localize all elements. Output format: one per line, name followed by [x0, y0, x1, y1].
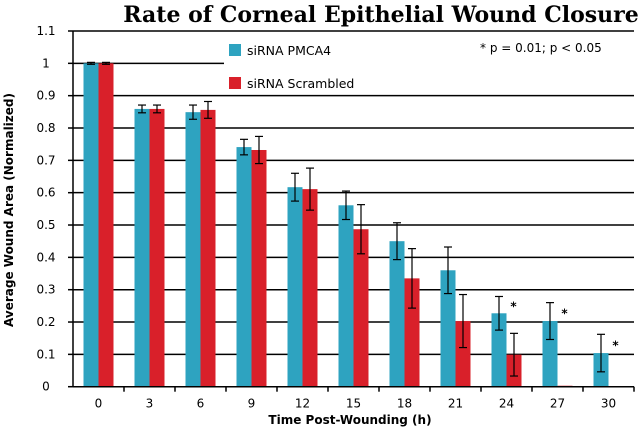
bar	[149, 108, 165, 387]
bar	[389, 241, 405, 387]
legend-label: siRNA PMCA4	[247, 43, 331, 58]
bar	[302, 189, 318, 387]
y-axis-label: Average Wound Area (Normalized)	[2, 93, 16, 327]
bar	[98, 63, 114, 387]
legend-label: siRNA Scrambled	[247, 76, 354, 91]
y-tick-label: 0.4	[36, 250, 55, 264]
x-tick-label: 9	[248, 397, 256, 411]
legend-swatch	[229, 77, 241, 89]
legend-swatch	[229, 44, 241, 56]
x-tick-label: 6	[197, 397, 205, 411]
x-tick-label: 27	[550, 397, 565, 411]
bar	[185, 112, 201, 387]
x-tick-label: 21	[448, 397, 463, 411]
bar	[200, 109, 216, 387]
y-tick-label: 0.8	[36, 121, 55, 135]
x-axis-label: Time Post-Wounding (h)	[268, 413, 431, 427]
legend: siRNA PMCA4 siRNA Scrambled	[229, 43, 354, 91]
significance-note: * p = 0.01; p < 0.05	[480, 41, 602, 55]
bar	[542, 321, 558, 387]
bar	[440, 270, 456, 387]
y-tick-label: 0.7	[36, 153, 55, 167]
chart-title: Rate of Corneal Epithelial Wound Closure	[123, 2, 638, 28]
y-tick-label: 0.9	[36, 89, 55, 103]
significance-marker: *	[612, 338, 619, 352]
y-tick-label: 1	[42, 56, 50, 70]
x-tick-label: 30	[601, 397, 616, 411]
y-tick-label: 0.3	[36, 283, 55, 297]
bar	[338, 205, 354, 387]
x-tick-label: 0	[95, 397, 103, 411]
y-tick-label: 0.2	[36, 315, 55, 329]
bar	[83, 63, 99, 387]
y-tick-label: 0.5	[36, 218, 55, 232]
bar	[404, 278, 420, 387]
y-tick-label: 0.1	[36, 347, 55, 361]
legend-background	[224, 32, 636, 88]
bar	[251, 149, 267, 387]
bar	[134, 108, 150, 387]
y-tick-label: 0.6	[36, 186, 55, 200]
y-tick-label: 0	[42, 380, 50, 394]
bar	[287, 187, 303, 387]
bar	[236, 147, 252, 387]
bar	[353, 229, 369, 387]
significance-marker: *	[561, 307, 568, 321]
x-tick-label: 3	[146, 397, 154, 411]
x-tick-label: 12	[295, 397, 310, 411]
y-tick-label: 1.1	[36, 24, 55, 38]
x-tick-label: 15	[346, 397, 361, 411]
significance-marker: *	[510, 299, 517, 313]
bar	[491, 313, 507, 387]
x-tick-label: 18	[397, 397, 412, 411]
x-tick-label: 24	[499, 397, 514, 411]
bar	[455, 321, 471, 387]
